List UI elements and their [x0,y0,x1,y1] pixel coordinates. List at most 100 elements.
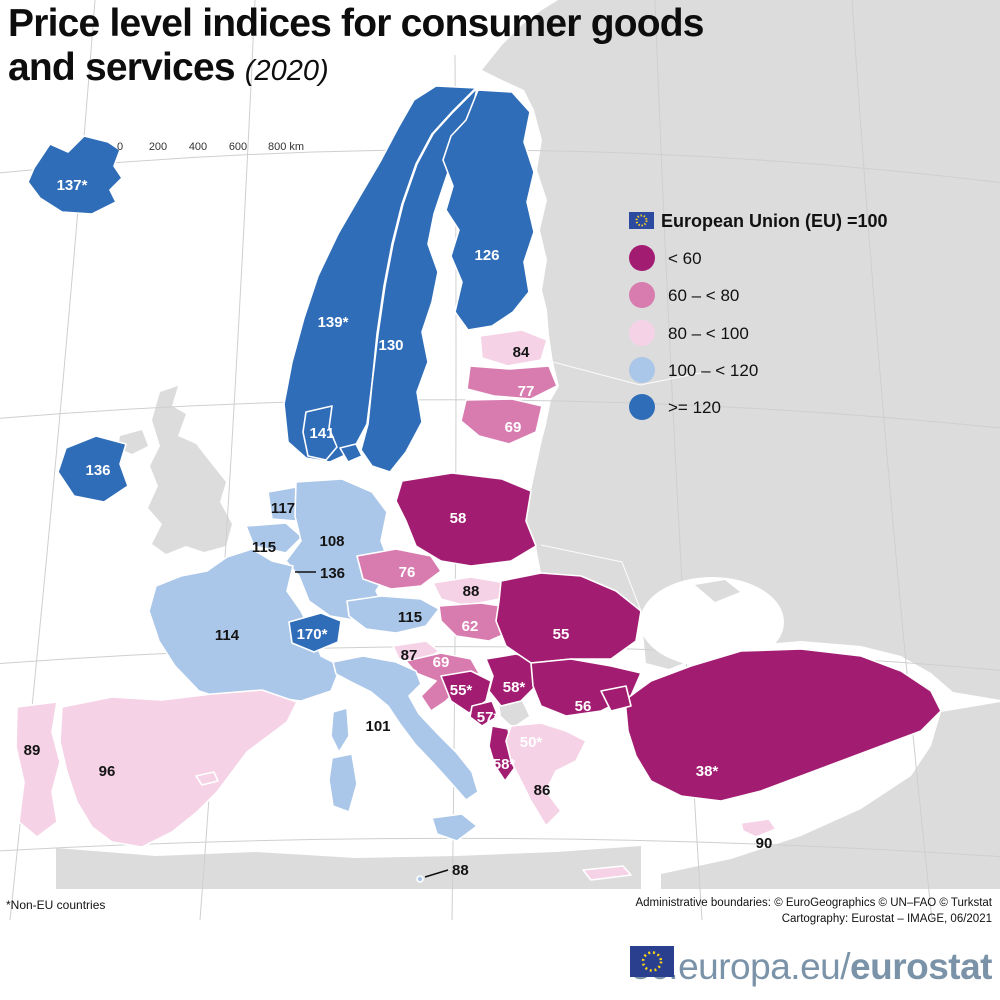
region-crimea [695,580,740,602]
label-romania: 55 [553,626,570,643]
legend-swatch-gte120 [629,394,655,420]
label-ireland: 136 [85,462,110,479]
country-switzerland [288,612,342,653]
label-montenegro: 57* [477,709,500,726]
country-bosnia-herzegovina [440,670,492,714]
country-united-kingdom [148,386,232,554]
country-italy [332,655,479,801]
footnote: *Non-EU countries [6,898,106,912]
label-poland: 58 [450,510,467,527]
title-line1: Price level indices for consumer goods [8,2,704,45]
legend-swatch-lt60 [629,245,655,271]
label-lithuania: 69 [505,419,522,436]
country-iceland [27,135,123,215]
label-iceland: 137* [57,177,88,194]
island-crete [582,865,632,881]
page-title: Price level indices for consumer goods a… [8,2,704,89]
label-portugal: 89 [24,742,41,759]
label-austria: 115 [398,609,422,626]
label-north-macedonia: 50* [520,734,543,751]
label-norway: 139* [318,314,349,331]
country-austria [346,595,440,634]
label-albania: 58* [493,756,516,773]
eu-flag-icon [629,212,654,229]
gray-admin-boundaries [540,361,706,612]
country-poland [395,472,537,567]
country-lithuania [460,398,543,445]
label-bulgaria: 56 [575,698,592,715]
label-germany: 108 [319,533,344,550]
no-data-landmass [56,0,1000,889]
label-bosnia-herzegovina: 55* [450,682,473,699]
label-greece: 86 [534,782,551,799]
country-cyprus [740,818,777,838]
label-denmark: 141 [309,425,334,442]
label-italy: 101 [365,718,390,735]
scale-tick-800: 800 km [268,141,304,153]
legend-label-80-100: 80 – < 100 [668,324,749,343]
country-eastern-nodata [482,0,1000,700]
island-sardinia [328,753,358,813]
country-malta [416,875,424,883]
region-north-africa [56,846,641,889]
callouts [295,571,449,878]
label-czechia: 76 [399,564,416,581]
label-switzerland: 170* [297,626,328,643]
label-estonia: 84 [513,344,530,361]
attribution-cartography: Cartography: Eurostat – IMAGE, 06/2021 [781,913,992,926]
label-serbia: 58* [503,679,526,696]
islands-balearic [195,771,219,786]
label-netherlands: 117 [271,500,295,517]
legend-label-lt60: < 60 [668,249,702,268]
scale-tick-600: 600 [229,141,247,153]
black-sea [640,577,784,667]
country-kosovo [499,699,529,727]
island-corsica [330,707,350,753]
region-middle-east [661,702,1000,889]
legend-swatch-60-80 [629,282,655,308]
eu-flag-footer-icon [630,946,675,977]
footer-url-bold: eurostat [850,946,992,987]
label-spain: 96 [99,763,116,780]
footer-link[interactable]: ec.europa.eu/eurostat [630,946,992,988]
legend-swatch-100-120 [629,357,655,383]
legend-label-100-120: 100 – < 120 [668,361,758,380]
country-turkey [624,648,942,802]
country-ireland [57,435,129,503]
label-croatia: 69 [433,654,450,671]
country-portugal [15,701,61,838]
country-sweden [360,87,478,473]
attribution-boundaries: Administrative boundaries: © EuroGeograp… [635,897,992,909]
label-turkey: 38* [696,763,719,780]
country-france [148,548,342,702]
country-croatia [405,652,480,712]
label-luxembourg: 136 [320,565,345,582]
map-legend: European Union (EU) =100 < 60 60 – < 80 … [629,211,888,420]
country-estonia [479,329,548,367]
legend-label-60-80: 60 – < 80 [668,286,739,305]
legend-title: European Union (EU) =100 [661,211,888,231]
label-belgium: 115 [252,539,276,556]
label-sweden: 130 [378,337,403,354]
country-denmark-islands [339,443,363,463]
label-france: 114 [215,627,240,644]
country-value-labels: 137* 139* 130 126 141 84 77 69 136 117 1… [24,177,773,879]
label-cyprus: 90 [756,835,773,852]
country-denmark [302,405,338,461]
countries [15,85,942,883]
legend-swatch-80-100 [629,320,655,346]
country-romania [495,572,642,664]
label-malta: 88 [452,862,469,879]
country-finland [442,89,535,331]
malta-callout-line [424,869,449,878]
region-east-thrace [600,685,632,712]
scale-tick-200: 200 [149,141,167,153]
scale-tick-0: 0 [117,141,123,153]
label-finland: 126 [474,247,499,264]
scale-tick-400: 400 [189,141,207,153]
country-spain [59,689,298,848]
country-montenegro [469,700,499,727]
label-latvia: 77 [518,383,535,400]
